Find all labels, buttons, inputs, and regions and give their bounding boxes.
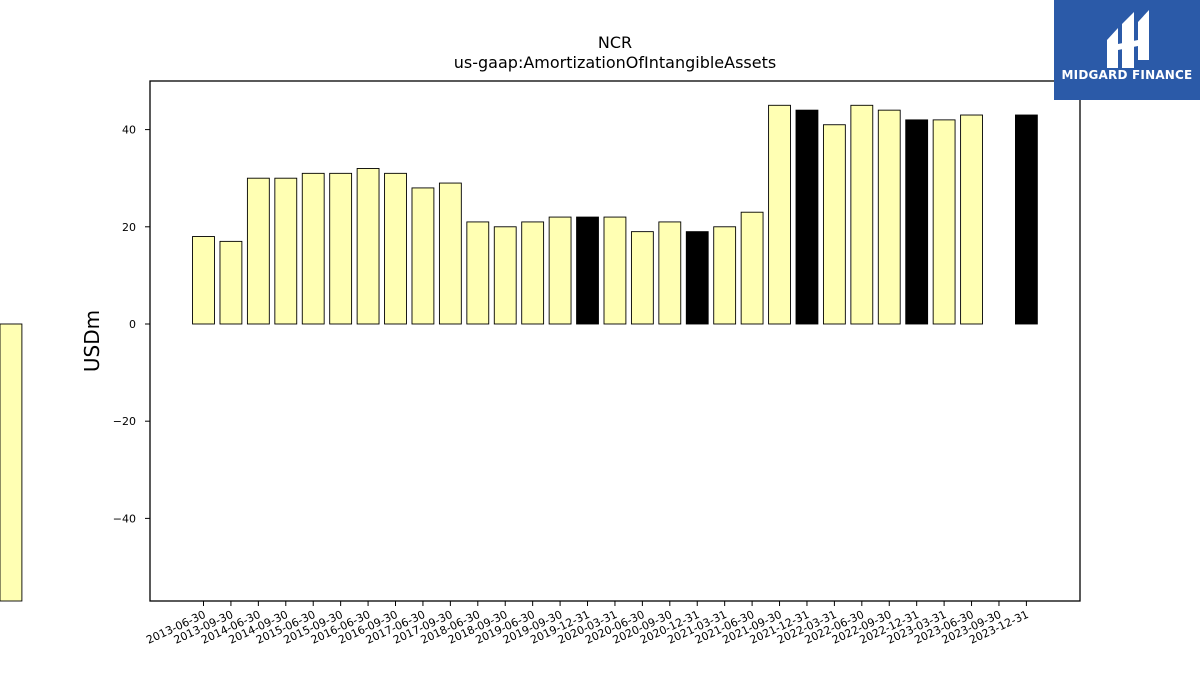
bar — [274, 177, 298, 325]
bar — [466, 221, 490, 325]
bar — [768, 104, 791, 325]
bar — [576, 216, 599, 325]
bar — [192, 236, 215, 325]
bar — [603, 216, 627, 325]
bar — [301, 172, 325, 325]
midgard-logo-icon — [1107, 10, 1149, 68]
bar — [1015, 114, 1038, 325]
y-tick-label: −40 — [113, 512, 136, 525]
bar — [219, 240, 243, 325]
bar — [960, 114, 983, 325]
chart-title: NCR — [598, 33, 632, 52]
ticks-layer: −40−20020402013-06-302013-09-302014-06-3… — [113, 124, 1031, 647]
y-tick-label: 20 — [122, 221, 136, 234]
bar — [329, 172, 353, 325]
bar — [438, 182, 462, 325]
bar — [713, 226, 737, 325]
plot-frame — [149, 80, 1081, 602]
bar — [384, 172, 407, 325]
bar — [521, 221, 545, 325]
bar — [877, 109, 901, 325]
bar — [740, 211, 764, 325]
bar — [246, 177, 270, 325]
brand-name: MIDGARD FINANCE — [1061, 68, 1193, 82]
bar — [411, 187, 435, 325]
bar — [658, 221, 682, 325]
bar — [548, 216, 572, 325]
bar — [0, 323, 23, 602]
chart-subtitle: us-gaap:AmortizationOfIntangibleAssets — [454, 53, 776, 72]
bar — [850, 104, 874, 325]
bar — [822, 124, 846, 325]
y-axis-label: USDm — [80, 310, 104, 372]
bars-layer — [0, 104, 1038, 602]
bar — [795, 109, 819, 325]
y-tick-label: 0 — [129, 318, 136, 331]
bar — [356, 168, 380, 325]
midgard-finance-logo: MIDGARD FINANCE — [1054, 0, 1200, 100]
bar — [905, 119, 929, 325]
bar — [685, 231, 709, 325]
y-tick-label: −20 — [113, 415, 136, 428]
bar — [493, 226, 517, 325]
bar — [630, 231, 654, 325]
bar — [932, 119, 956, 325]
y-tick-label: 40 — [122, 124, 136, 137]
